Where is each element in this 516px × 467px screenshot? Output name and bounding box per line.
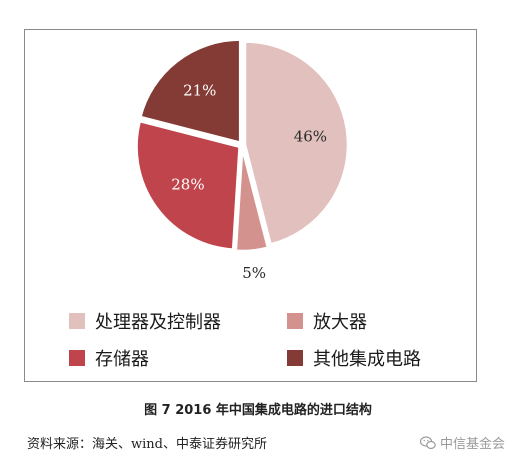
figure-caption: 图 7 2016 年中国集成电路的进口结构	[144, 403, 372, 418]
legend-swatch-processor	[69, 313, 85, 329]
watermark-text: 中信基金会	[440, 437, 506, 452]
legend-swatch-other-ic	[287, 350, 303, 366]
chart-frame: 46% 5% 28% 21% 处理器及控制器 放大器 存储器 其他集成电路	[24, 29, 477, 382]
legend-item-other-ic: 其他集成电路	[287, 345, 421, 371]
legend-item-memory: 存储器	[69, 345, 149, 371]
chart-legend: 处理器及控制器 放大器 存储器 其他集成电路	[25, 298, 478, 378]
pie-slice-amplifier	[234, 147, 270, 253]
legend-item-processor: 处理器及控制器	[69, 308, 221, 334]
legend-swatch-amplifier	[287, 313, 303, 329]
legend-swatch-memory	[69, 350, 85, 366]
legend-label-amplifier: 放大器	[313, 312, 367, 333]
legend-label-memory: 存储器	[95, 349, 149, 370]
data-label-memory: 28%	[171, 175, 204, 193]
pie-chart: 46% 5% 28% 21%	[135, 38, 350, 282]
pie-slice-memory	[135, 119, 241, 251]
source-note: 资料来源：海关、wind、中泰证券研究所	[27, 437, 267, 452]
watermark: 中信基金会	[420, 433, 505, 452]
legend-label-processor: 处理器及控制器	[95, 312, 221, 333]
wechat-icon	[420, 435, 436, 449]
data-label-other-ic: 21%	[183, 82, 216, 100]
data-label-processor: 46%	[294, 127, 327, 145]
pie-slice-processor	[243, 40, 350, 246]
legend-item-amplifier: 放大器	[287, 308, 367, 334]
pie-slice-other-ic	[138, 38, 242, 145]
data-label-amplifier: 5%	[242, 264, 266, 282]
legend-label-other-ic: 其他集成电路	[313, 349, 421, 370]
